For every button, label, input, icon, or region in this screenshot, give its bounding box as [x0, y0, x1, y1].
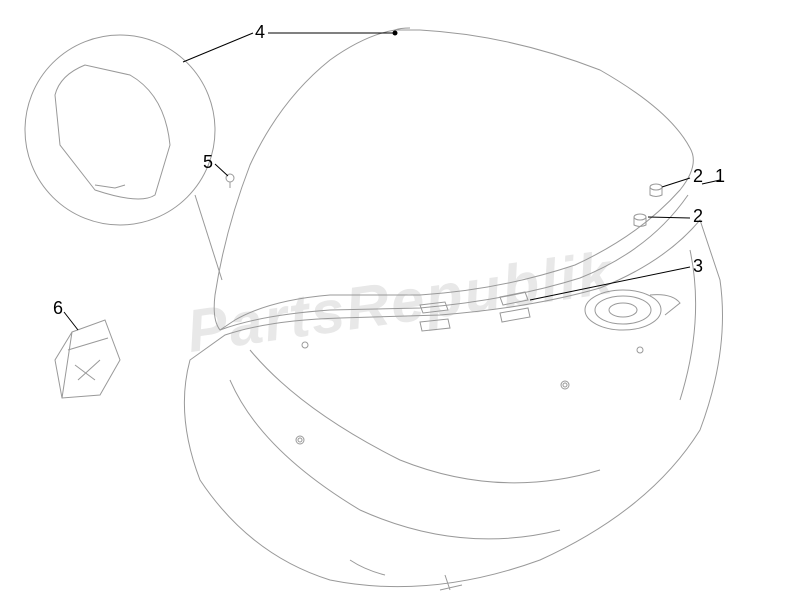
callout-4: 4 — [255, 22, 265, 43]
toolkit-bag — [55, 320, 120, 398]
diagram-svg — [0, 0, 800, 603]
callout-2a: 2 — [693, 166, 703, 187]
callout-2b: 2 — [693, 206, 703, 227]
body-panel — [184, 220, 722, 587]
hinge-3b — [500, 292, 528, 305]
callout-5: 5 — [203, 152, 213, 173]
buffer-2a — [650, 184, 662, 190]
callout-1: 1 — [715, 166, 725, 187]
callout-3: 3 — [693, 256, 703, 277]
seat-edge — [220, 195, 688, 330]
leader-4b — [183, 33, 253, 62]
callout-6: 6 — [53, 298, 63, 319]
seat-outline — [214, 30, 693, 330]
leader-2b — [648, 217, 690, 218]
detail-connector — [195, 195, 222, 280]
leader-5 — [215, 164, 228, 176]
leader-6 — [64, 312, 78, 330]
buffer-2b — [634, 214, 646, 220]
detail-shape — [55, 65, 170, 199]
